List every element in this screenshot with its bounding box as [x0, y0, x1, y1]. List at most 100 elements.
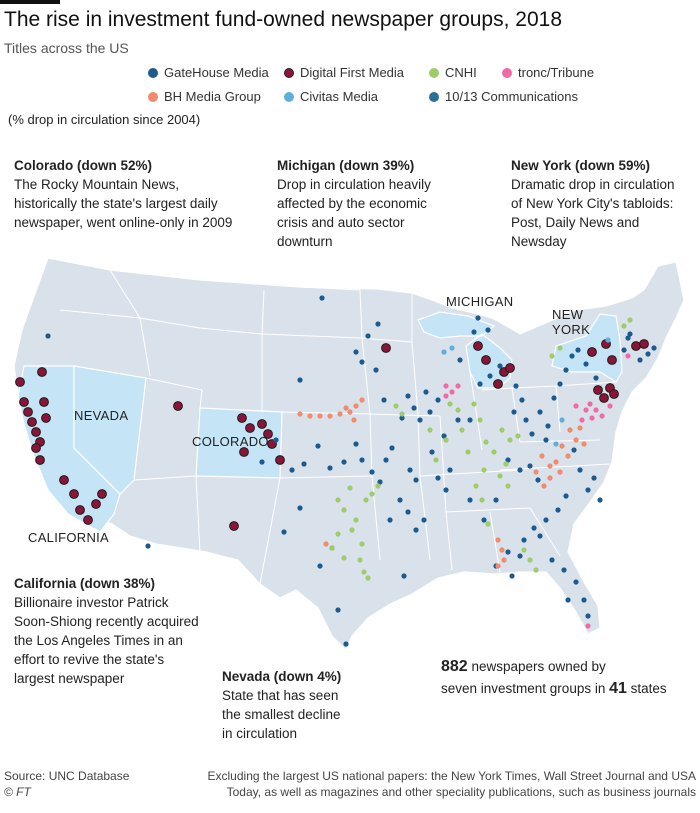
newspaper-dot — [581, 597, 587, 603]
newspaper-dot — [467, 497, 473, 503]
newspaper-dot — [297, 505, 303, 511]
newspaper-dot — [515, 433, 521, 439]
newspaper-dot — [547, 463, 553, 469]
newspaper-dot — [499, 547, 505, 553]
newspaper-dot — [41, 413, 51, 423]
newspaper-dot — [593, 407, 599, 413]
newspaper-dot — [413, 527, 419, 533]
newspaper-dot — [365, 333, 371, 339]
newspaper-dot — [497, 363, 503, 369]
legend-item-digital-first: Digital First Media — [284, 65, 404, 80]
newspaper-dot — [341, 507, 347, 513]
newspaper-dot — [365, 575, 371, 581]
newspaper-dot — [495, 537, 501, 543]
newspaper-dot — [531, 525, 537, 531]
newspaper-dot — [493, 497, 499, 503]
newspaper-dot — [585, 623, 591, 629]
newspaper-dot — [467, 417, 473, 423]
legend-item-bh-media: BH Media Group — [148, 89, 261, 104]
newspaper-dot — [459, 427, 465, 433]
newspaper-dot — [627, 317, 633, 323]
newspaper-dot — [497, 473, 503, 479]
newspaper-dot — [487, 373, 493, 379]
newspaper-dot — [173, 401, 183, 411]
newspaper-dot — [257, 419, 267, 429]
newspaper-dot — [387, 517, 393, 523]
newspaper-dot — [481, 517, 487, 523]
newspaper-dot — [483, 439, 489, 445]
newspaper-dot — [397, 497, 403, 503]
newspaper-dot — [553, 441, 559, 447]
newspaper-dot — [511, 409, 517, 415]
annotation-california-line: largest newspaper — [14, 671, 125, 686]
annotation-nevada-line: the smallest decline — [222, 707, 341, 722]
newspaper-dot — [495, 563, 501, 569]
annotation-michigan-line: affected by the economic — [277, 196, 427, 211]
source-line: Source: UNC Database — [4, 769, 130, 783]
newspaper-dot — [549, 557, 555, 563]
newspaper-dot — [297, 377, 303, 383]
legend-item-tronc: tronc/Tribune — [502, 65, 594, 80]
newspaper-dot — [499, 427, 505, 433]
annotation-newyork: New York (down 59%) Dramatic drop in cir… — [511, 156, 675, 251]
newspaper-dot — [573, 403, 579, 409]
newspaper-dot — [443, 393, 449, 399]
newspaper-dot — [301, 461, 307, 467]
newspaper-dot — [423, 389, 429, 395]
page-subtitle: Titles across the US — [4, 40, 129, 56]
newspaper-dot — [449, 389, 455, 395]
newspaper-dot — [229, 521, 239, 531]
newspaper-dot — [573, 437, 579, 443]
legend-item-civitas: Civitas Media — [284, 89, 378, 104]
newspaper-dot — [455, 383, 461, 389]
newspaper-dot — [585, 613, 591, 619]
annotation-colorado: Colorado (down 52%) The Rocky Mountain N… — [14, 156, 232, 232]
newspaper-dot — [569, 353, 575, 359]
newspaper-dot — [587, 347, 597, 357]
legend-label-digital-first: Digital First Media — [300, 65, 405, 80]
newspaper-dot — [537, 409, 543, 415]
newspaper-dot — [473, 341, 483, 351]
newspaper-dot — [353, 403, 359, 409]
annotation-colorado-heading: Colorado (down 52%) — [14, 158, 152, 173]
newspaper-dot — [401, 573, 407, 579]
newspaper-dot — [405, 509, 411, 515]
newspaper-dot — [353, 441, 359, 447]
newspaper-dot — [435, 475, 441, 481]
newspaper-dot — [585, 487, 591, 493]
newspaper-dot — [39, 397, 49, 407]
legend-label-civitas: Civitas Media — [300, 89, 379, 104]
summary-text-2: seven investment groups in — [441, 681, 610, 696]
newspaper-dot — [561, 567, 567, 573]
newspaper-dot — [599, 393, 609, 403]
newspaper-dot — [543, 437, 549, 443]
newspaper-dot — [359, 359, 365, 365]
annotation-california-line: Soon-Shiong recently acquired — [14, 614, 199, 629]
newspaper-dot — [627, 331, 633, 337]
newspaper-dot — [637, 357, 643, 363]
state-label-colorado: COLORADO — [192, 434, 269, 449]
newspaper-dot — [521, 547, 527, 553]
newspaper-dot — [557, 469, 563, 475]
newspaper-dot — [565, 597, 571, 603]
legend-item-gatehouse: GateHouse Media — [148, 65, 269, 80]
newspaper-dot — [557, 345, 563, 351]
newspaper-dot — [421, 517, 427, 523]
newspaper-dot — [607, 355, 617, 365]
newspaper-dot — [359, 397, 365, 403]
newspaper-dot — [375, 321, 381, 327]
newspaper-dot — [549, 353, 555, 359]
newspaper-dot — [59, 475, 69, 485]
annotation-michigan-line: crisis and auto sector — [277, 215, 405, 230]
legend-swatch-civitas — [284, 91, 294, 102]
annotation-california-line: Billionaire investor Patrick — [14, 595, 169, 610]
newspaper-dot — [533, 469, 539, 475]
newspaper-dot — [69, 489, 79, 499]
annotation-newyork-line: of New York City's tabloids: — [511, 196, 674, 211]
newspaper-dot — [275, 455, 285, 465]
newspaper-dot — [599, 413, 605, 419]
state-label-nevada: NEVADA — [74, 408, 129, 423]
copyright-line: © FT — [4, 785, 31, 799]
newspaper-dot — [541, 483, 547, 489]
state-borders — [59, 269, 617, 585]
